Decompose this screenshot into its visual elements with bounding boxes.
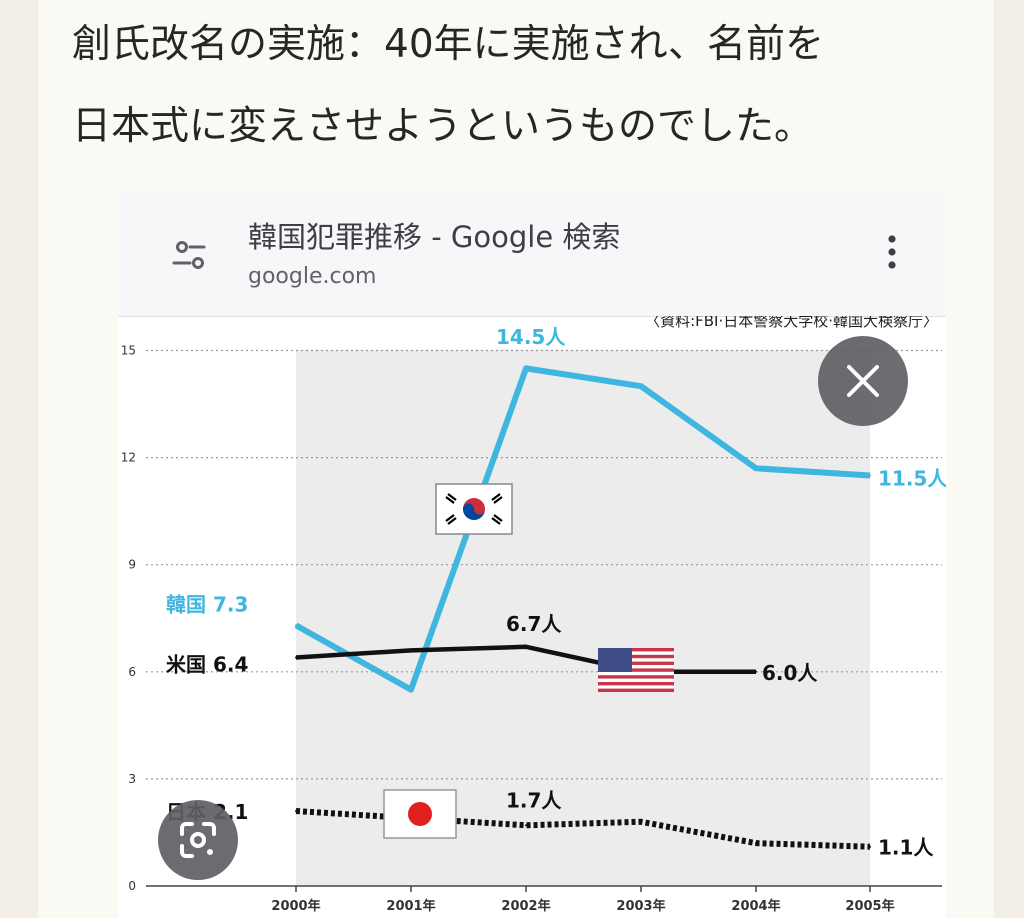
- data-point: [295, 656, 297, 659]
- more-vert-icon[interactable]: [882, 232, 902, 272]
- search-result-url[interactable]: google.com: [248, 264, 377, 289]
- close-button[interactable]: [818, 336, 908, 426]
- usa-flag-icon: [598, 648, 674, 692]
- data-point: [640, 820, 642, 823]
- y-tick-label: 15: [121, 344, 136, 358]
- x-tick-label: 2003年: [616, 898, 665, 914]
- data-point: [755, 842, 757, 845]
- data-point: [295, 624, 297, 627]
- series-line-日本: [295, 808, 871, 850]
- data-point: [640, 385, 642, 388]
- data-point: [525, 824, 527, 827]
- data-point: [755, 670, 757, 673]
- data-point: [410, 649, 412, 652]
- y-tick-label: 9: [128, 558, 136, 572]
- right-margin: [994, 0, 1024, 918]
- series-end-label: 11.5人: [878, 466, 946, 490]
- google-lens-button[interactable]: [158, 800, 238, 880]
- article-text: 創氏改名の実施：40年に実施され、名前を 日本式に変えさせようというものでした。: [72, 4, 992, 168]
- left-margin: [0, 0, 38, 918]
- data-point: [869, 474, 871, 477]
- search-result-title[interactable]: 韓国犯罪推移 - Google 検索: [248, 220, 621, 254]
- close-icon[interactable]: [818, 336, 908, 426]
- x-tick-label: 2002年: [501, 898, 550, 914]
- y-tick-label: 12: [121, 451, 136, 465]
- data-point: [755, 467, 757, 470]
- article-text-line-2: 日本式に変えさせようというものでした。: [72, 104, 814, 149]
- series-start-label: 米国 6.4: [166, 653, 248, 677]
- y-tick-label: 3: [128, 772, 136, 786]
- series-end-label: 6.0人: [762, 661, 818, 685]
- data-point: [525, 367, 527, 370]
- chart-x-ticks: 2000年 2001年 2002年 2003年 2004年 2005年: [271, 886, 895, 914]
- series-start-label: 韓国 7.3: [166, 592, 248, 616]
- y-tick-label: 6: [128, 665, 136, 679]
- series-end-label: 1.1人: [878, 836, 934, 860]
- data-point: [410, 688, 412, 691]
- y-tick-label: 0: [128, 879, 136, 893]
- search-result-header[interactable]: 韓国犯罪推移 - Google 検索 google.com: [118, 192, 946, 317]
- x-tick-label: 2004年: [731, 898, 780, 914]
- data-point: [295, 810, 297, 813]
- chart-source-note: 〈資料:FBI·日本警察大学校·韓国大検察庁〉: [645, 316, 938, 330]
- chart-series-lines: [294, 365, 871, 850]
- series-peak-label: 14.5人: [496, 325, 566, 349]
- x-tick-label: 2005年: [845, 898, 894, 914]
- korea-flag-icon: [435, 483, 513, 535]
- chart-gridlines: [146, 349, 942, 887]
- x-tick-label: 2000年: [271, 898, 320, 914]
- google-lens-icon[interactable]: [158, 800, 238, 880]
- chart-plot-shade: [296, 350, 870, 886]
- data-point: [869, 845, 871, 848]
- series-peak-label: 6.7人: [506, 612, 562, 636]
- series-line-韓国: [294, 365, 871, 693]
- search-result-card[interactable]: 韓国犯罪推移 - Google 検索 google.com 0 3 6 9 12 15 2…: [118, 192, 946, 918]
- series-peak-label: 1.7人: [506, 788, 562, 812]
- japan-flag-icon: [383, 789, 457, 839]
- x-tick-label: 2001年: [386, 898, 435, 914]
- data-point: [525, 645, 527, 648]
- tune-icon[interactable]: [170, 236, 210, 276]
- chart-y-ticks: 0 3 6 9 12 15: [121, 344, 136, 894]
- article-text-line-1: 創氏改名の実施：40年に実施され、名前を: [72, 22, 825, 67]
